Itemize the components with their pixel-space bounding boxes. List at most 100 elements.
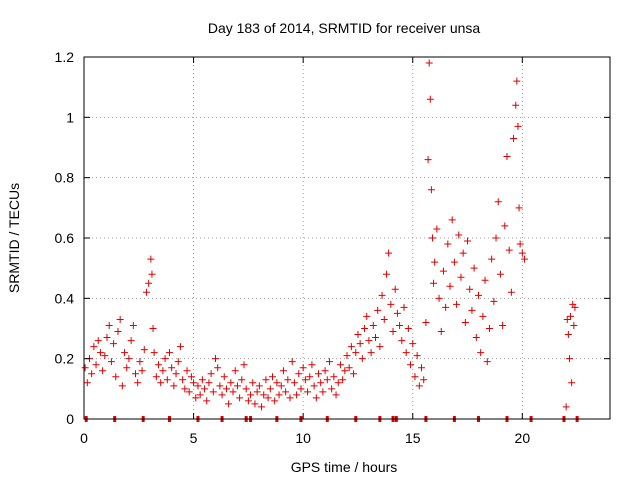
plot-frame	[83, 56, 611, 420]
data-point	[192, 394, 200, 402]
data-point	[435, 294, 443, 302]
data-point	[378, 291, 386, 299]
data-point	[301, 376, 309, 384]
data-point	[464, 237, 472, 245]
data-point	[328, 385, 336, 393]
data-point	[168, 364, 176, 372]
data-point	[317, 379, 325, 387]
x-tick-label: 20	[515, 430, 531, 446]
data-point	[477, 349, 485, 357]
data-point	[161, 355, 169, 363]
data-point	[81, 364, 89, 372]
data-point	[107, 358, 115, 366]
data-point	[387, 300, 395, 308]
data-point	[433, 225, 441, 233]
data-point	[514, 122, 522, 130]
data-point	[299, 364, 307, 372]
data-point	[110, 340, 118, 348]
data-point	[424, 156, 432, 164]
data-point	[105, 321, 113, 329]
data-point	[142, 288, 150, 296]
data-point	[236, 394, 244, 402]
data-point	[165, 349, 173, 357]
data-point	[255, 382, 263, 390]
data-point	[354, 331, 362, 339]
data-point	[431, 258, 439, 266]
data-point	[376, 343, 384, 351]
data-point	[496, 270, 504, 278]
data-point	[488, 255, 496, 263]
data-point	[304, 388, 312, 396]
data-point	[356, 340, 364, 348]
data-point	[339, 376, 347, 384]
data-point	[123, 364, 131, 372]
data-point	[319, 388, 327, 396]
data-point	[479, 312, 487, 320]
data-point	[446, 282, 454, 290]
data-point	[363, 312, 371, 320]
data-point	[330, 373, 338, 381]
data-point	[323, 376, 331, 384]
data-point	[159, 367, 167, 375]
y-tick-label: 0.8	[55, 170, 75, 186]
data-point	[268, 373, 276, 381]
data-point	[455, 231, 463, 239]
data-point	[310, 382, 318, 390]
data-point	[341, 367, 349, 375]
data-point	[203, 397, 211, 405]
data-point	[264, 394, 272, 402]
data-point	[253, 388, 261, 396]
data-point	[420, 376, 428, 384]
data-point	[136, 358, 144, 366]
data-point	[358, 355, 366, 363]
data-point	[134, 379, 142, 387]
data-point	[258, 403, 266, 411]
data-point	[148, 270, 156, 278]
data-point	[369, 321, 377, 329]
data-point	[152, 373, 160, 381]
y-tick-label: 1	[66, 109, 74, 125]
data-point	[140, 346, 148, 354]
data-point	[444, 240, 452, 248]
data-point	[116, 315, 124, 323]
data-point	[450, 258, 458, 266]
data-point	[483, 358, 491, 366]
data-point	[315, 370, 323, 378]
data-point	[190, 379, 198, 387]
data-point	[149, 325, 157, 332]
data-point	[499, 321, 507, 329]
data-point	[275, 391, 283, 399]
data-points	[81, 59, 579, 411]
data-point	[563, 315, 571, 323]
data-point	[247, 391, 255, 399]
data-point	[145, 279, 153, 287]
data-point	[448, 216, 456, 224]
x-tick-labels: 0 5 10 15 20	[80, 430, 530, 446]
data-point	[402, 349, 410, 357]
data-point	[227, 379, 235, 387]
data-point	[475, 291, 482, 299]
data-point	[516, 240, 524, 248]
data-point	[459, 249, 467, 257]
data-point	[121, 349, 129, 357]
data-point	[334, 379, 342, 387]
data-point	[570, 321, 578, 329]
data-point	[125, 355, 133, 363]
data-point	[442, 303, 450, 311]
data-point	[92, 361, 100, 369]
data-point	[132, 370, 140, 378]
data-point	[470, 264, 478, 272]
data-point	[288, 358, 296, 366]
data-point	[242, 385, 250, 393]
data-point	[367, 349, 375, 357]
data-point	[176, 343, 184, 351]
data-point	[325, 358, 333, 366]
data-point	[112, 373, 120, 381]
data-point	[507, 288, 515, 296]
data-point	[562, 403, 570, 411]
axis-ticks	[83, 56, 610, 420]
data-point	[365, 337, 373, 345]
data-point	[222, 385, 230, 393]
x-tick-label: 10	[295, 430, 311, 446]
